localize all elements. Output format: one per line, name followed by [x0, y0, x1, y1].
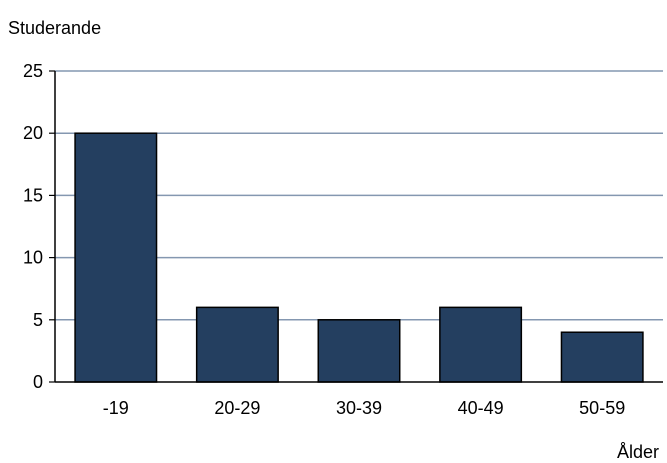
x-axis-title: Ålder [617, 442, 659, 462]
bar-20-29 [195, 306, 279, 383]
bar--19 [74, 132, 158, 383]
x-tick-label: 50-59 [579, 398, 625, 418]
x-tick-label: 30-39 [336, 398, 382, 418]
x-tick-label: 20-29 [214, 398, 260, 418]
y-tick-label: 20 [23, 123, 43, 143]
x-tick-label: 40-49 [458, 398, 504, 418]
y-tick-label: 15 [23, 185, 43, 205]
bar-50-59 [560, 331, 644, 383]
axis-layer [49, 70, 663, 383]
bar-layer [74, 132, 644, 383]
y-axis-title: Studerande [8, 18, 101, 38]
y-tick-label: 5 [33, 310, 43, 330]
y-tick-label: 0 [33, 372, 43, 392]
bar-40-49 [439, 306, 523, 383]
y-tick-label: 10 [23, 248, 43, 268]
label-layer: 0 5 10 15 20 25 -19 20-29 30-39 40-49 50-59 [23, 61, 625, 418]
bar-30-39 [317, 319, 401, 383]
x-tick-label: -19 [103, 398, 129, 418]
y-tick-label: 25 [23, 61, 43, 81]
